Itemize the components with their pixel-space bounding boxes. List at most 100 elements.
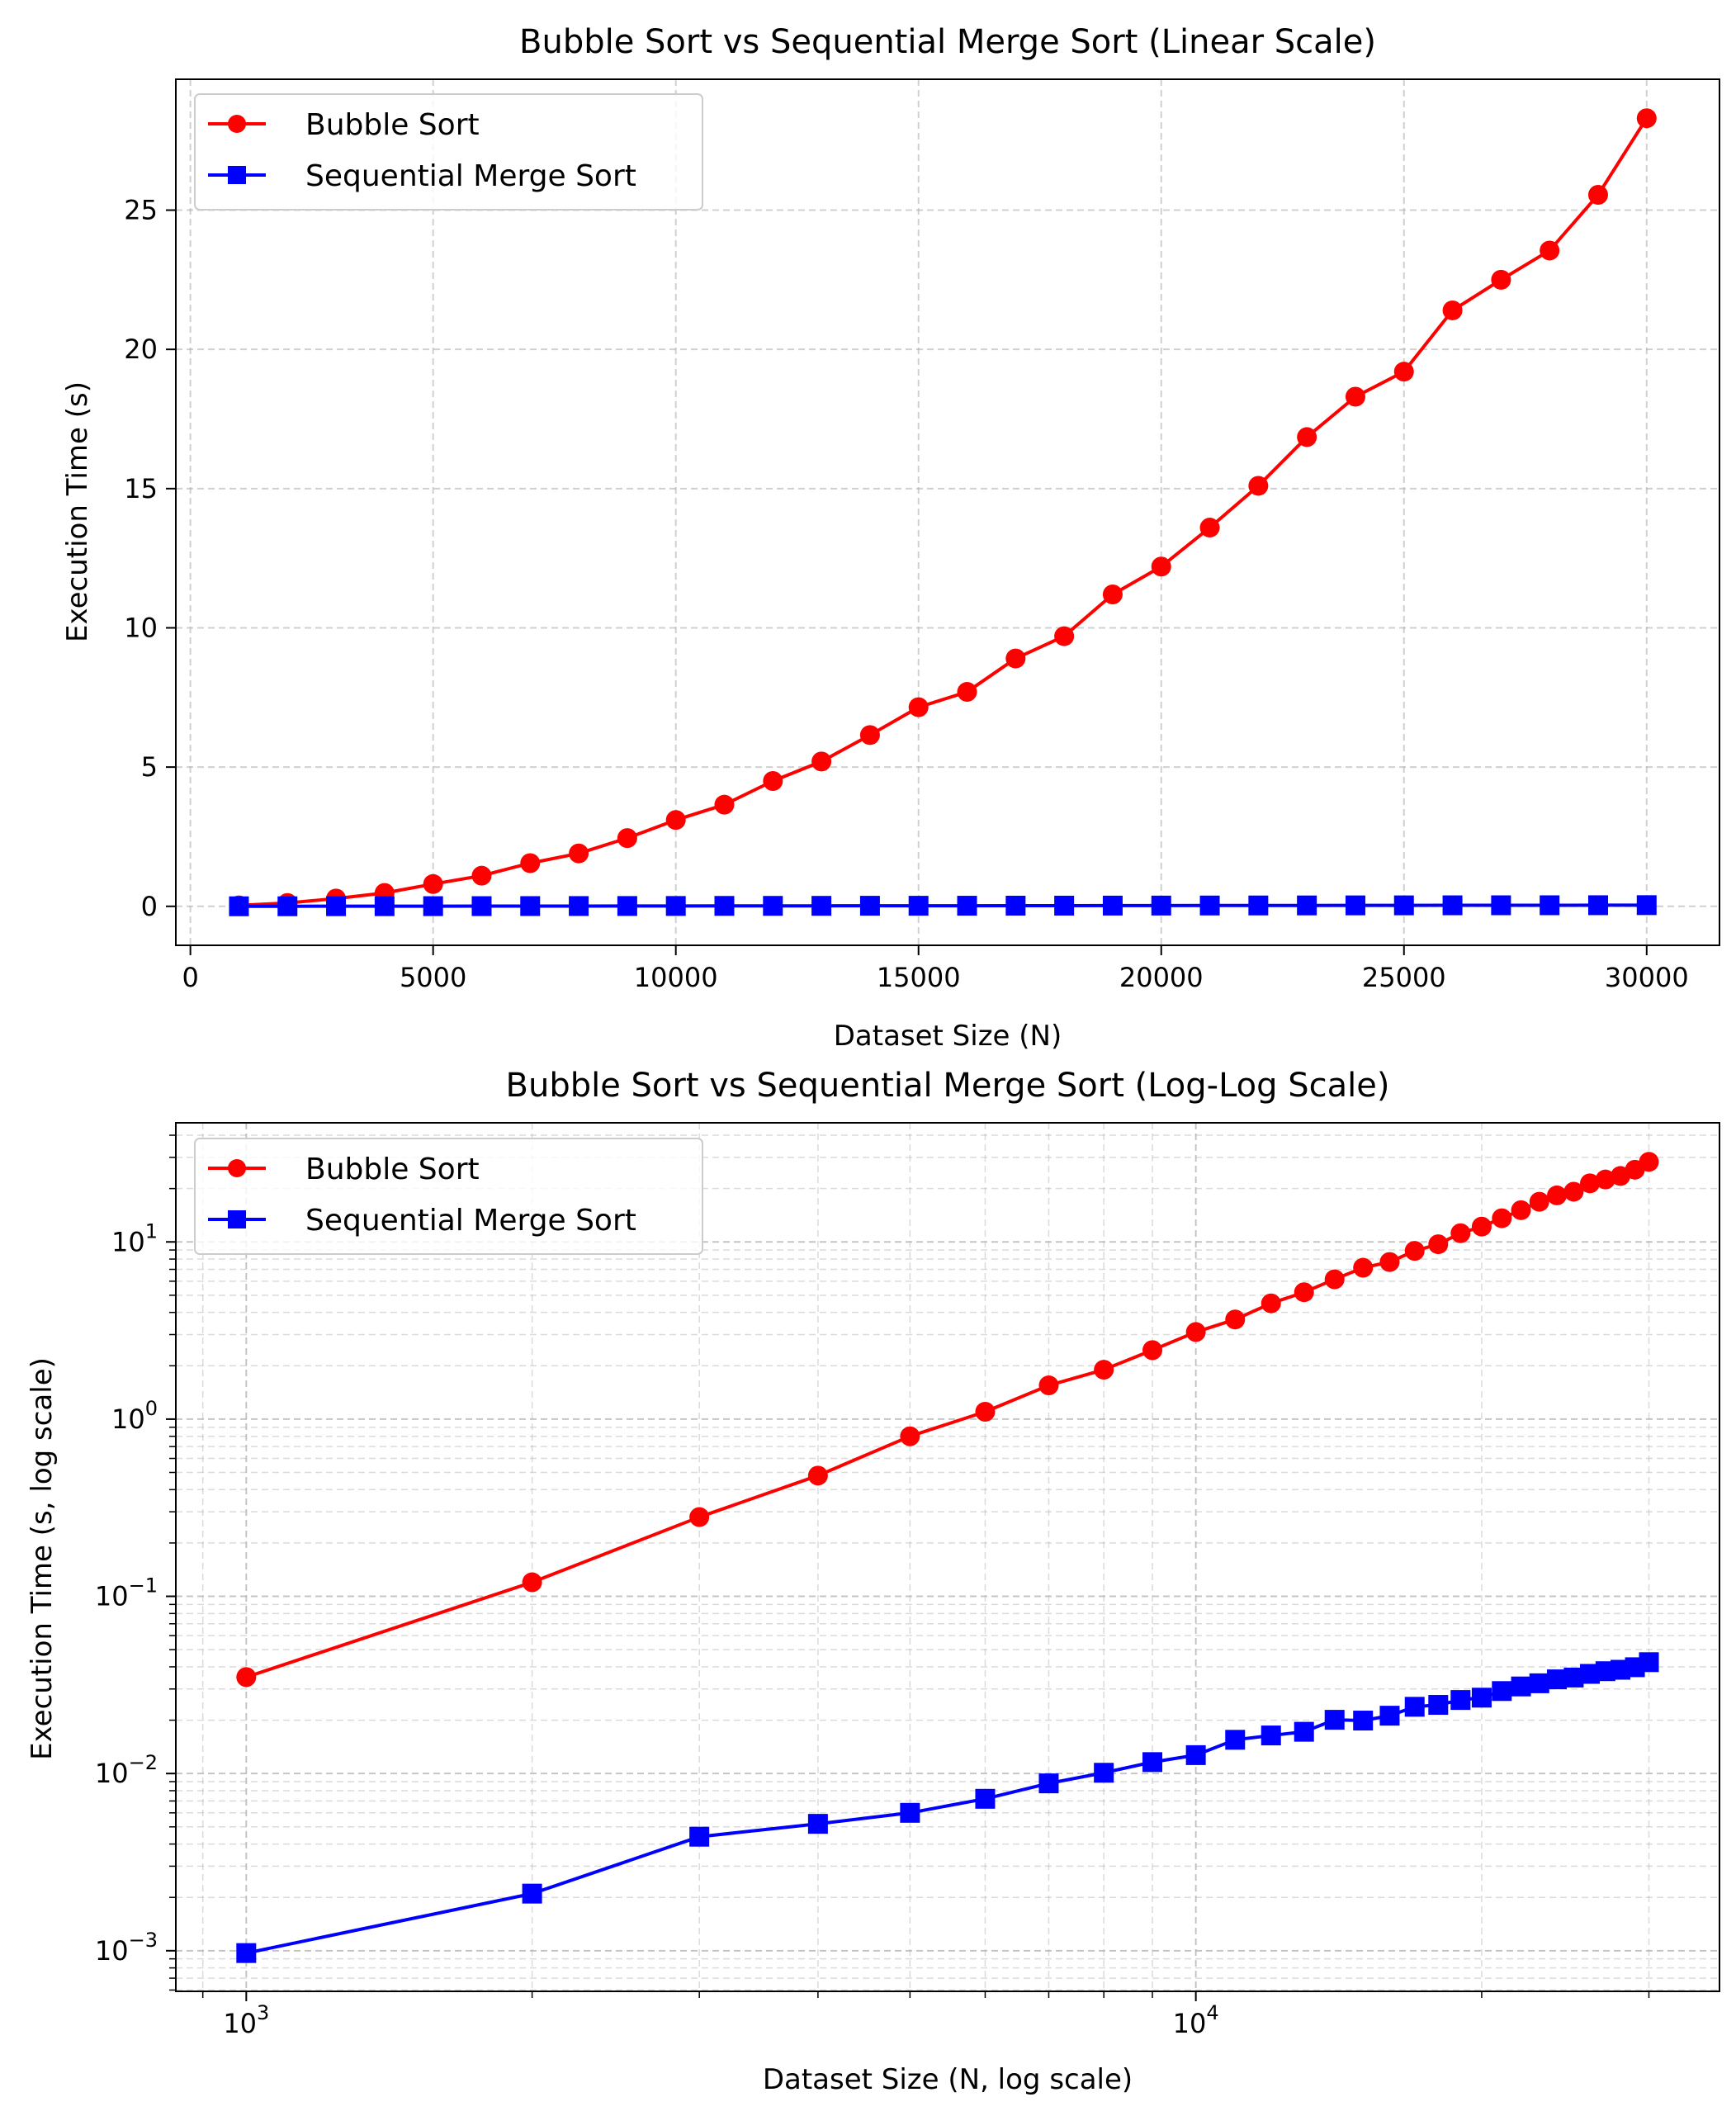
legend-box <box>194 1138 703 1255</box>
bubble-sort-point <box>1492 1208 1512 1228</box>
tick-label-x: 10000 <box>634 962 718 993</box>
merge-sort-point <box>1294 1721 1314 1742</box>
merge-sort-point <box>1102 895 1123 916</box>
bubble-sort-point <box>471 865 492 886</box>
tick-label-y: 15 <box>124 473 158 504</box>
chart-linear-ticks: 0 5000 10000 15000 20000 25000 30000 0 5 10 15 20 25 <box>124 195 1688 993</box>
tick-label-y: 10−2 <box>95 1751 158 1789</box>
bubble-sort-point <box>1038 1375 1059 1396</box>
merge-sort-point <box>374 896 395 916</box>
chart-loglog-ylabel: Execution Time (s, log scale) <box>26 1357 59 1760</box>
bubble-sort-point <box>1511 1200 1531 1220</box>
chart-linear-xlabel: Dataset Size (N) <box>834 1020 1062 1053</box>
merge-sort-point <box>1492 1681 1512 1702</box>
chart-linear-grid <box>176 79 1719 945</box>
merge-sort-point <box>1185 1744 1206 1765</box>
bubble-sort-point <box>975 1402 996 1423</box>
chart-linear-ylabel: Execution Time (s) <box>61 381 94 642</box>
legend-box <box>194 93 703 211</box>
merge-sort-point <box>423 896 443 916</box>
tick-label-y: 10−1 <box>95 1574 158 1612</box>
bubble-sort-point <box>900 1426 920 1446</box>
chart-loglog-marks <box>236 1152 1659 1963</box>
tick-label-y: 20 <box>124 334 158 365</box>
bubble-sort-point <box>1580 1173 1601 1194</box>
bubble-sort-point <box>1595 1169 1615 1190</box>
bubble-sort-point <box>908 697 929 717</box>
merge-sort-point <box>1404 1697 1425 1717</box>
tick-label-x: 5000 <box>400 962 466 993</box>
merge-sort-point <box>1142 1752 1163 1773</box>
bubble-sort-point <box>1261 1293 1281 1314</box>
bubble-sort-point <box>522 1572 542 1593</box>
bubble-sort-point <box>1005 648 1026 669</box>
chart-linear: Bubble Sort vs Sequential Merge Sort (Li… <box>61 23 1720 1053</box>
bubble-sort-point <box>1054 626 1075 646</box>
chart-linear-frame <box>175 78 1720 946</box>
merge-sort-point <box>1428 1695 1449 1716</box>
merge-sort-point <box>1261 1725 1281 1746</box>
bubble-sort-point <box>1094 1360 1114 1380</box>
tick-label-y: 10−3 <box>95 1929 158 1967</box>
tick-label-exponent: 1 <box>145 1219 158 1243</box>
merge-sort-point <box>908 896 929 916</box>
merge-sort-point <box>1225 1730 1246 1750</box>
bubble-sort-point <box>236 1667 257 1688</box>
merge-sort-point <box>617 896 637 916</box>
chart-loglog: Bubble Sort vs Sequential Merge Sort (Lo… <box>26 1067 1720 2096</box>
bubble-sort-point <box>1636 108 1657 129</box>
merge-sort-point <box>689 1826 710 1847</box>
legend-merge-marker <box>228 166 246 184</box>
bubble-sort-point <box>1404 1241 1425 1262</box>
bubble-sort-point <box>665 810 686 831</box>
tick-label-x: 104 <box>1173 2001 1219 2039</box>
legend-bubble-label: Bubble Sort <box>305 108 480 142</box>
merge-sort-point <box>1393 895 1414 916</box>
tick-label-base: 10 <box>111 1404 145 1435</box>
tick-label-y: 25 <box>124 195 158 226</box>
merge-sort-point <box>957 896 977 916</box>
tick-label-base: 10 <box>95 1935 129 1967</box>
bubble-sort-point <box>957 682 977 703</box>
bubble-sort-point <box>1294 1282 1314 1303</box>
bubble-sort-point <box>1529 1191 1549 1212</box>
merge-sort-point <box>1540 895 1560 916</box>
bubble-sort-point <box>1563 1181 1584 1202</box>
merge-sort-point <box>1639 1652 1659 1673</box>
tick-label-exponent: −3 <box>129 1929 158 1952</box>
merge-sort-point <box>1442 895 1463 916</box>
bubble-sort-point <box>1345 386 1365 407</box>
tick-label-y: 100 <box>111 1397 158 1435</box>
merge-sort-point <box>1636 895 1657 916</box>
bubble-sort-point <box>1353 1257 1374 1278</box>
bubble-sort-point <box>1324 1269 1345 1290</box>
bubble-sort-point <box>1428 1234 1449 1255</box>
merge-sort-point <box>811 896 832 916</box>
bubble-sort-point <box>1442 300 1463 320</box>
merge-sort-line <box>239 903 1647 908</box>
merge-sort-point <box>1005 895 1026 916</box>
bubble-sort-point <box>714 794 735 815</box>
merge-sort-point <box>1379 1706 1400 1726</box>
merge-sort-point <box>1324 1710 1345 1730</box>
bubble-sort-point <box>1639 1152 1659 1172</box>
bubble-sort-point <box>617 828 637 849</box>
bubble-sort-point <box>1102 585 1123 605</box>
merge-sort-point <box>326 896 347 916</box>
bubble-sort-point <box>859 725 880 746</box>
merge-sort-point <box>1297 895 1317 916</box>
legend-merge-label: Sequential Merge Sort <box>305 159 636 193</box>
bubble-sort-point <box>1151 556 1171 577</box>
chart-loglog-xlabel: Dataset Size (N, log scale) <box>763 2063 1133 2096</box>
tick-label-y: 0 <box>141 891 158 922</box>
tick-label-x: 30000 <box>1605 962 1689 993</box>
merge-sort-point <box>471 896 492 916</box>
bubble-sort-point <box>1547 1185 1568 1205</box>
bubble-sort-point <box>1248 476 1269 496</box>
tick-label-exponent: 0 <box>145 1397 158 1420</box>
bubble-sort-point <box>520 853 541 873</box>
bubble-sort-point <box>1393 362 1414 382</box>
merge-sort-point <box>714 896 735 916</box>
chart-linear-legend: Bubble Sort Sequential Merge Sort <box>194 93 703 211</box>
